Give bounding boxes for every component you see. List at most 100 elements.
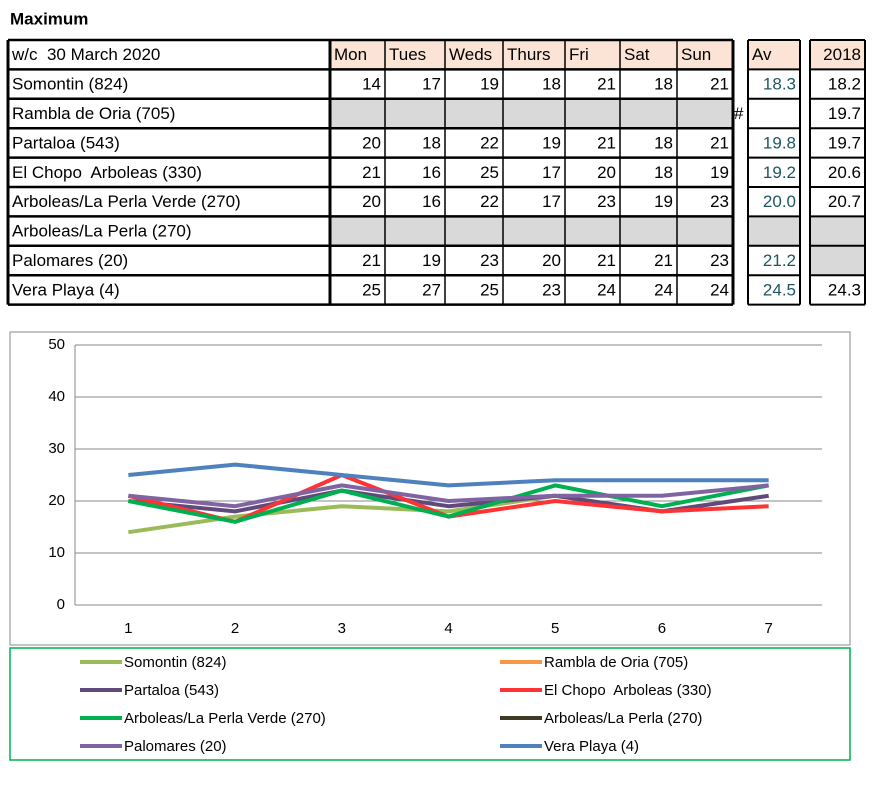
x-tick-label: 3 bbox=[338, 620, 346, 637]
cell-text: 21 bbox=[710, 133, 729, 152]
cell-text: Fri bbox=[569, 45, 589, 64]
table-cell bbox=[445, 157, 503, 187]
x-tick-label: 2 bbox=[231, 620, 239, 637]
table-cell bbox=[503, 157, 565, 187]
table-cell bbox=[503, 187, 565, 217]
table-cell bbox=[677, 157, 733, 187]
table-cell bbox=[445, 40, 503, 70]
cell-text: 18 bbox=[422, 133, 441, 152]
table-cell bbox=[565, 157, 620, 187]
table-cell bbox=[677, 187, 733, 217]
table-cell bbox=[503, 245, 565, 276]
cell-text: w/c 30 March 2020 bbox=[11, 45, 160, 64]
x-tick-label: 5 bbox=[551, 620, 559, 637]
table-cell bbox=[8, 98, 330, 129]
cell-text: Arboleas/La Perla (270) bbox=[12, 222, 192, 241]
cell-text: 25 bbox=[362, 280, 381, 299]
cell-text: 22 bbox=[480, 192, 499, 211]
table-cell bbox=[748, 69, 800, 99]
table-cell bbox=[385, 98, 445, 129]
cell-text: 25 bbox=[480, 280, 499, 299]
table-cell bbox=[677, 216, 733, 246]
table-cell bbox=[445, 69, 503, 99]
table-cell bbox=[8, 216, 330, 246]
cell-text: 21 bbox=[654, 251, 673, 270]
table-cell bbox=[330, 98, 385, 129]
cell-text: 16 bbox=[422, 163, 441, 182]
cell-text: 2018 bbox=[823, 45, 861, 64]
table-cell bbox=[8, 157, 330, 187]
cell-text: 17 bbox=[542, 163, 561, 182]
table-cell bbox=[8, 187, 330, 217]
y-tick-label: 20 bbox=[48, 492, 65, 509]
cell-text: 20 bbox=[362, 133, 381, 152]
cell-text: 14 bbox=[362, 75, 381, 94]
cell-text: 21 bbox=[597, 75, 616, 94]
table-cell bbox=[810, 40, 865, 70]
cell-text: 20 bbox=[597, 163, 616, 182]
table-cell bbox=[620, 40, 677, 70]
cell-text: 21.2 bbox=[763, 251, 796, 270]
cell-text: 24 bbox=[654, 280, 673, 299]
table-cell bbox=[385, 69, 445, 99]
table-cell bbox=[748, 187, 800, 217]
table-cell bbox=[620, 69, 677, 99]
table-cell bbox=[677, 98, 733, 129]
cell-text: Sun bbox=[681, 45, 711, 64]
table-cell bbox=[620, 275, 677, 305]
cell-text: 24 bbox=[597, 280, 616, 299]
y-tick-label: 10 bbox=[48, 544, 65, 561]
cell-text: 19 bbox=[480, 75, 499, 94]
table-cell bbox=[330, 157, 385, 187]
table-cell bbox=[565, 40, 620, 70]
table-cell bbox=[445, 98, 503, 129]
cell-text: 19.8 bbox=[763, 133, 796, 152]
cell-text: Partaloa (543) bbox=[12, 133, 120, 152]
table-cell bbox=[620, 128, 677, 158]
cell-text: 19.7 bbox=[828, 133, 861, 152]
legend-label: Arboleas/La Perla (270) bbox=[544, 710, 702, 727]
legend-label: Somontin (824) bbox=[124, 654, 227, 671]
table-cell bbox=[8, 275, 330, 305]
legend-label: Palomares (20) bbox=[124, 738, 227, 755]
table-cell bbox=[503, 128, 565, 158]
cell-text: 19 bbox=[422, 251, 441, 270]
cell-text: 24 bbox=[710, 280, 729, 299]
table-cell bbox=[445, 216, 503, 246]
table-cell bbox=[620, 98, 677, 129]
cell-text: Palomares (20) bbox=[12, 251, 128, 270]
cell-text: 23 bbox=[710, 192, 729, 211]
table-cell bbox=[810, 245, 865, 276]
table-cell bbox=[330, 216, 385, 246]
table-cell bbox=[565, 69, 620, 99]
legend-label: Vera Playa (4) bbox=[544, 738, 639, 755]
table-cell bbox=[748, 245, 800, 276]
cell-text: 21 bbox=[597, 251, 616, 270]
cell-text: 16 bbox=[422, 192, 441, 211]
table-title: Maximum bbox=[10, 9, 88, 28]
table-cell bbox=[810, 275, 865, 305]
table-cell bbox=[810, 216, 865, 246]
table-cell bbox=[385, 187, 445, 217]
x-tick-label: 7 bbox=[764, 620, 772, 637]
table-cell bbox=[677, 69, 733, 99]
table-cell bbox=[330, 245, 385, 276]
table-cell bbox=[503, 275, 565, 305]
series-line bbox=[128, 462, 769, 488]
cell-text: 19 bbox=[542, 133, 561, 152]
table-cell bbox=[445, 187, 503, 217]
cell-text: 17 bbox=[542, 192, 561, 211]
x-tick-label: 4 bbox=[444, 620, 452, 637]
table-cell bbox=[385, 216, 445, 246]
cell-text: 18 bbox=[542, 75, 561, 94]
cell-text: 25 bbox=[480, 163, 499, 182]
cell-text: 18 bbox=[654, 75, 673, 94]
legend-label: Arboleas/La Perla Verde (270) bbox=[124, 710, 326, 727]
table-cell bbox=[620, 216, 677, 246]
legend-frame bbox=[9, 647, 851, 761]
x-tick-label: 1 bbox=[124, 620, 132, 637]
table-cell bbox=[677, 128, 733, 158]
y-tick-label: 0 bbox=[57, 596, 65, 613]
table-cell bbox=[810, 187, 865, 217]
